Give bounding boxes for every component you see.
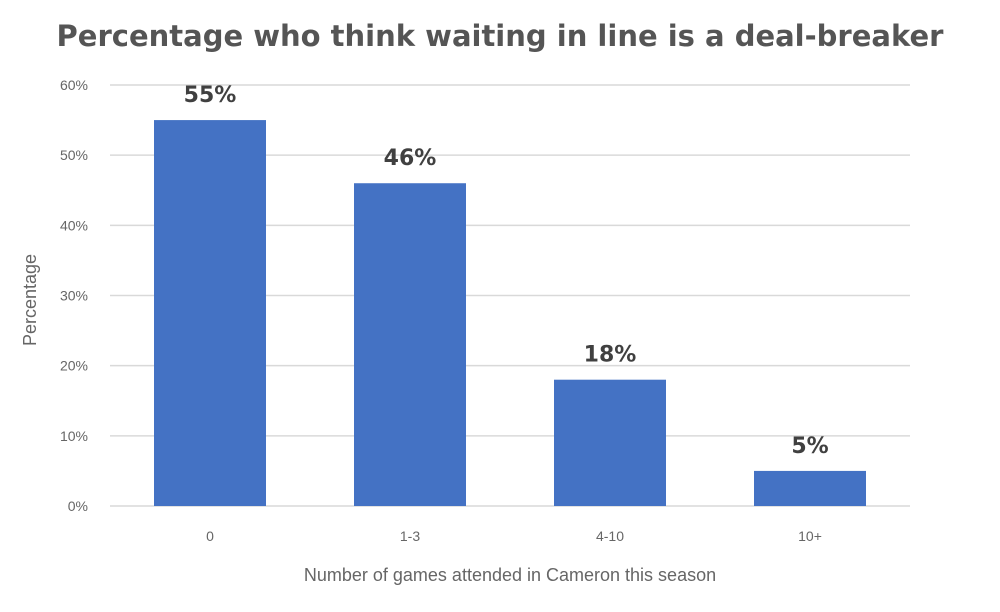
x-tick-label: 0: [206, 528, 214, 544]
y-tick-label: 30%: [60, 288, 88, 304]
data-label: 18%: [584, 343, 637, 368]
bar: [154, 120, 266, 506]
x-axis-ticks: 0 1-3 4-10 10+: [206, 528, 822, 544]
y-axis-label: Percentage: [20, 254, 40, 346]
y-tick-label: 10%: [60, 428, 88, 444]
data-label: 46%: [384, 146, 437, 171]
y-tick-label: 20%: [60, 358, 88, 374]
x-tick-label: 4-10: [596, 528, 624, 544]
x-axis-label: Number of games attended in Cameron this…: [304, 565, 716, 585]
y-tick-label: 0%: [68, 498, 88, 514]
bar: [754, 470, 866, 506]
data-label: 55%: [184, 83, 237, 108]
bar: [554, 379, 666, 506]
y-tick-label: 50%: [60, 147, 88, 163]
y-tick-label: 40%: [60, 217, 88, 233]
x-tick-label: 10+: [798, 528, 822, 544]
chart-title: Percentage who think waiting in line is …: [57, 19, 945, 53]
y-axis-ticks: 0% 10% 20% 30% 40% 50% 60%: [60, 77, 88, 514]
y-tick-label: 60%: [60, 77, 88, 93]
data-labels: 55% 46% 18% 5%: [184, 83, 829, 459]
bars: [154, 120, 866, 506]
bar: [354, 183, 466, 506]
data-label: 5%: [791, 434, 828, 459]
x-tick-label: 1-3: [400, 528, 420, 544]
